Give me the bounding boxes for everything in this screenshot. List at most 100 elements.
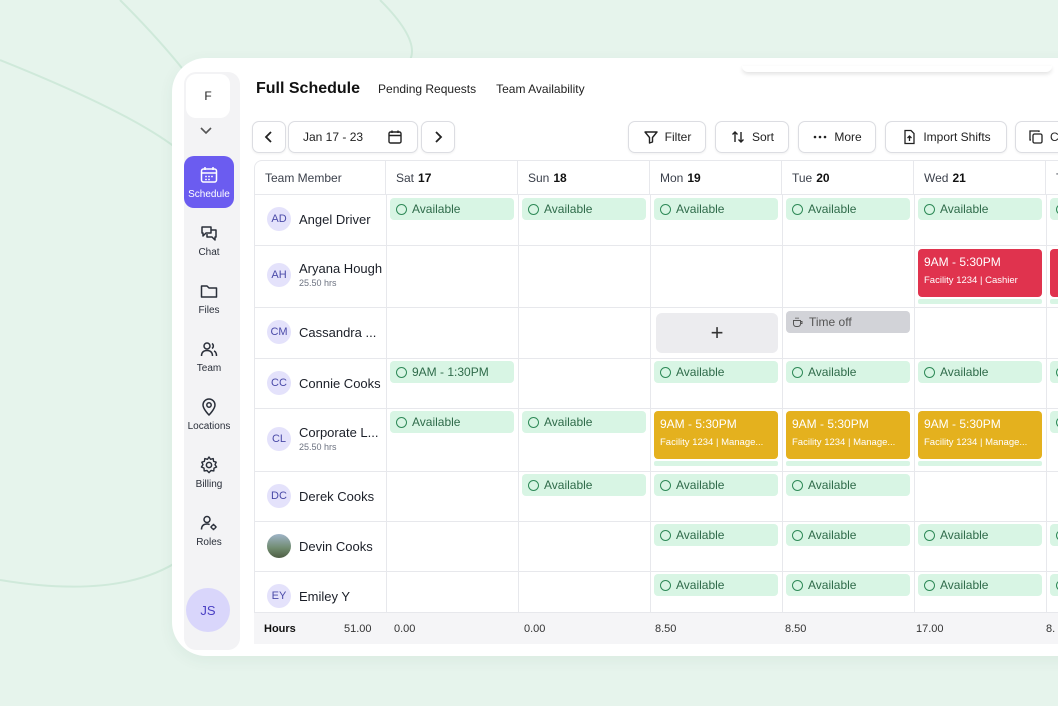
available-label: Available: [940, 578, 989, 592]
clock-icon: [924, 203, 935, 215]
member-hours: 25.50 hrs: [299, 442, 337, 452]
availability-pill[interactable]: Available: [654, 474, 778, 496]
availability-pill[interactable]: Available: [786, 574, 910, 596]
tab-team-availability[interactable]: Team Availability: [496, 82, 585, 96]
prev-week-button[interactable]: [252, 121, 286, 153]
filter-button[interactable]: Filter: [628, 121, 706, 153]
team-member-row[interactable]: Devin Cooks: [255, 534, 385, 558]
clock-icon: [792, 366, 803, 378]
available-label: Available: [808, 478, 857, 492]
clock-icon: [660, 479, 671, 491]
availability-pill[interactable]: Available: [654, 574, 778, 596]
sidebar-item-schedule[interactable]: Schedule: [184, 156, 234, 208]
tab-full-schedule[interactable]: Full Schedule: [256, 80, 361, 97]
hours-day-thu: 8.: [1046, 623, 1056, 635]
sidebar-item-locations[interactable]: Locations: [184, 388, 234, 440]
availability-pill[interactable]: Available: [786, 198, 910, 220]
availability-pill[interactable]: [1050, 574, 1058, 596]
import-shifts-button[interactable]: Import Shifts: [885, 121, 1007, 153]
availability-pill[interactable]: Available: [918, 574, 1042, 596]
availability-pill[interactable]: Available: [918, 361, 1042, 383]
availability-pill[interactable]: [1050, 361, 1058, 383]
member-name: Connie Cooks: [299, 375, 381, 391]
day-header-tue[interactable]: Tue 20: [782, 161, 914, 195]
availability-pill[interactable]: Available: [390, 411, 514, 433]
availability-pill[interactable]: Available: [654, 524, 778, 546]
availability-pill[interactable]: Available: [918, 524, 1042, 546]
team-member-row[interactable]: CL Corporate L... 25.50 hrs: [255, 425, 385, 452]
availability-pill[interactable]: [1050, 411, 1058, 433]
team-member-row[interactable]: CC Connie Cooks: [255, 371, 385, 395]
row-divider: [255, 521, 1058, 522]
sidebar-item-chat[interactable]: Chat: [184, 214, 234, 266]
team-member-row[interactable]: DC Derek Cooks: [255, 484, 385, 508]
copy-label: C: [1050, 130, 1058, 144]
filter-icon: [643, 131, 658, 144]
more-button[interactable]: More: [798, 121, 876, 153]
workspace-switcher[interactable]: F: [186, 74, 230, 118]
availability-pill[interactable]: [1050, 198, 1058, 220]
add-shift-button[interactable]: +: [656, 313, 778, 353]
availability-pill[interactable]: Available: [390, 198, 514, 220]
availability-pill[interactable]: Available: [786, 361, 910, 383]
shift-card-yellow[interactable]: 9AM - 5:30PM Facility 1234 | Manage...: [918, 411, 1042, 459]
available-label: Available: [412, 415, 461, 429]
day-header-wed[interactable]: Wed 21: [914, 161, 1046, 195]
availability-pill[interactable]: Available: [522, 198, 646, 220]
shift-card-red[interactable]: 9AM - 5:30PM Facility 1234 | Cashier: [918, 249, 1042, 297]
available-label: Available: [544, 478, 593, 492]
availability-pill[interactable]: Available: [786, 474, 910, 496]
day-header-sun[interactable]: Sun 18: [518, 161, 650, 195]
chevron-left-icon: [264, 131, 272, 143]
availability-pill[interactable]: Available: [654, 198, 778, 220]
chevron-down-icon[interactable]: [198, 122, 214, 138]
row-divider: [255, 471, 1058, 472]
file-import-icon: [904, 129, 915, 145]
column-divider: [1046, 195, 1047, 613]
team-member-row[interactable]: CM Cassandra ...: [255, 320, 385, 344]
availability-pill[interactable]: Available: [654, 361, 778, 383]
available-label: Available: [676, 365, 725, 379]
available-label: Available: [544, 202, 593, 216]
sidebar-item-label: Locations: [187, 420, 231, 432]
clock-icon: [792, 529, 803, 541]
team-member-header: Team Member: [255, 161, 386, 195]
member-hours: 25.50 hrs: [299, 278, 337, 288]
availability-pill[interactable]: [1050, 524, 1058, 546]
sidebar-item-roles[interactable]: Roles: [184, 504, 234, 556]
availability-pill[interactable]: Available: [522, 474, 646, 496]
date-range-picker[interactable]: Jan 17 - 23: [288, 121, 418, 153]
sidebar-item-team[interactable]: Team: [184, 330, 234, 382]
team-member-header-label: Team Member: [265, 170, 342, 185]
avatar: AD: [267, 207, 291, 231]
availability-pill[interactable]: 9AM - 1:30PM: [390, 361, 514, 383]
team-member-row[interactable]: AD Angel Driver: [255, 207, 385, 231]
tab-pending-requests[interactable]: Pending Requests: [378, 82, 477, 96]
user-avatar[interactable]: JS: [186, 588, 230, 632]
availability-pill[interactable]: Available: [522, 411, 646, 433]
sidebar-item-billing[interactable]: Billing: [184, 446, 234, 498]
sidebar-item-label: Chat: [198, 246, 220, 258]
team-member-row[interactable]: AH Aryana Hough 25.50 hrs: [255, 261, 385, 288]
day-header-thu[interactable]: T: [1046, 161, 1058, 195]
shift-card-red[interactable]: [1050, 249, 1058, 297]
shift-detail: Facility 1234 | Cashier: [924, 275, 1018, 286]
copy-button[interactable]: C: [1015, 121, 1058, 153]
time-off-pill[interactable]: Time off: [786, 311, 910, 333]
day-num: 20: [816, 170, 830, 185]
sidebar-item-files[interactable]: Files: [184, 272, 234, 324]
day-header-sat[interactable]: Sat 17: [386, 161, 518, 195]
sort-button[interactable]: Sort: [715, 121, 789, 153]
shift-card-yellow[interactable]: 9AM - 5:30PM Facility 1234 | Manage...: [654, 411, 778, 459]
team-member-row[interactable]: EY Emiley Y: [255, 584, 385, 608]
shift-card-yellow[interactable]: 9AM - 5:30PM Facility 1234 | Manage...: [786, 411, 910, 459]
available-label: Available: [676, 202, 725, 216]
availability-pill[interactable]: Available: [918, 198, 1042, 220]
row-divider: [255, 408, 1058, 409]
day-header-mon[interactable]: Mon 19: [650, 161, 782, 195]
import-shifts-label: Import Shifts: [923, 130, 991, 144]
column-divider: [518, 195, 519, 613]
column-divider: [650, 195, 651, 613]
next-week-button[interactable]: [421, 121, 455, 153]
availability-pill[interactable]: Available: [786, 524, 910, 546]
